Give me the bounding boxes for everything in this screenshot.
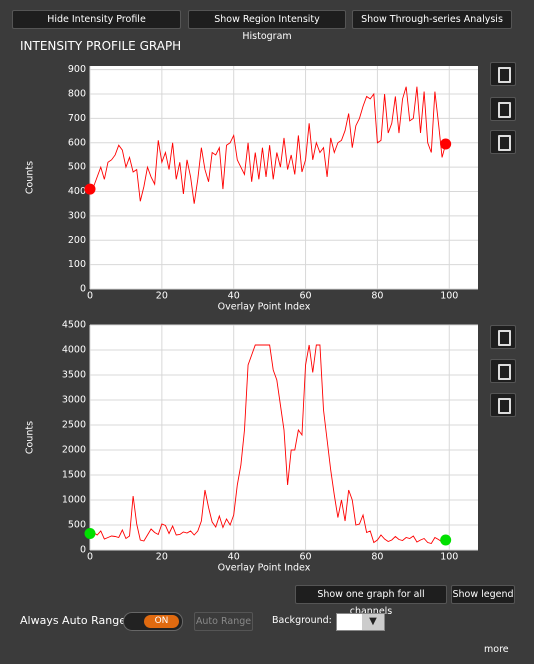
y-tick-label: 0: [80, 545, 86, 556]
toggle[interactable]: ON: [123, 612, 183, 631]
copy-icon[interactable]: [490, 325, 516, 349]
y-tick-label: 0: [80, 284, 86, 295]
save-icon[interactable]: [490, 359, 516, 383]
point-marker: [440, 534, 452, 546]
copy-icon[interactable]: [490, 62, 516, 86]
x-axis-label: Overlay Point Index: [218, 302, 311, 313]
y-axis-label: Counts: [25, 161, 36, 194]
x-tick-label: 20: [156, 552, 168, 563]
x-tick-label: 0: [87, 291, 93, 302]
save-icon[interactable]: [490, 97, 516, 121]
more[interactable]: more: [484, 644, 509, 655]
settings-icon[interactable]: [490, 130, 516, 154]
point-marker: [84, 183, 96, 195]
y-tick-label: 200: [68, 235, 86, 246]
y-tick-label: 900: [68, 64, 86, 75]
y-axis-label: Counts: [25, 421, 36, 454]
point-marker: [440, 138, 452, 150]
y-tick-label: 500: [68, 520, 86, 531]
button[interactable]: Hide Intensity Profile: [12, 10, 181, 29]
button[interactable]: Show legend: [451, 585, 515, 604]
y-tick-label: 4500: [62, 320, 86, 331]
button: Auto Range: [194, 612, 253, 631]
toggle-on: ON: [144, 615, 179, 628]
plot-area: [90, 66, 478, 289]
x-tick-label: 40: [228, 291, 240, 302]
x-tick-label: 60: [300, 552, 312, 563]
dropdown[interactable]: ▼: [336, 613, 385, 631]
x-tick-label: 40: [228, 552, 240, 563]
y-tick-label: 1000: [62, 495, 86, 506]
y-tick-label: 4000: [62, 345, 86, 356]
button[interactable]: Show Region Intensity Histogram: [188, 10, 346, 42]
x-axis-label: Overlay Point Index: [218, 563, 311, 574]
y-tick-label: 2000: [62, 445, 86, 456]
line: [89, 86, 447, 204]
x-tick-label: 60: [300, 291, 312, 302]
y-tick-label: 600: [68, 137, 86, 148]
y-tick-label: 400: [68, 186, 86, 197]
y-tick-label: 3500: [62, 370, 86, 381]
label: Background:: [272, 615, 332, 626]
y-tick-label: 3000: [62, 395, 86, 406]
plot-area: [90, 325, 478, 550]
x-tick-label: 100: [440, 552, 458, 563]
y-tick-label: 500: [68, 162, 86, 173]
y-tick-label: 800: [68, 89, 86, 100]
y-tick-label: 300: [68, 210, 86, 221]
x-tick-label: 80: [371, 552, 383, 563]
button[interactable]: Show one graph for all channels: [295, 585, 447, 617]
y-tick-label: 1500: [62, 470, 86, 481]
label: Always Auto Range: [20, 614, 126, 627]
y-tick-label: 100: [68, 259, 86, 270]
settings-icon[interactable]: [490, 393, 516, 417]
x-tick-label: 20: [156, 291, 168, 302]
y-tick-label: 2500: [62, 420, 86, 431]
title: INTENSITY PROFILE GRAPH: [20, 39, 182, 53]
x-tick-label: 0: [87, 552, 93, 563]
x-tick-label: 100: [440, 291, 458, 302]
line: [89, 344, 446, 545]
button[interactable]: Show Through-series Analysis: [352, 10, 512, 29]
y-tick-label: 700: [68, 113, 86, 124]
point-marker: [84, 528, 96, 539]
x-tick-label: 80: [371, 291, 383, 302]
